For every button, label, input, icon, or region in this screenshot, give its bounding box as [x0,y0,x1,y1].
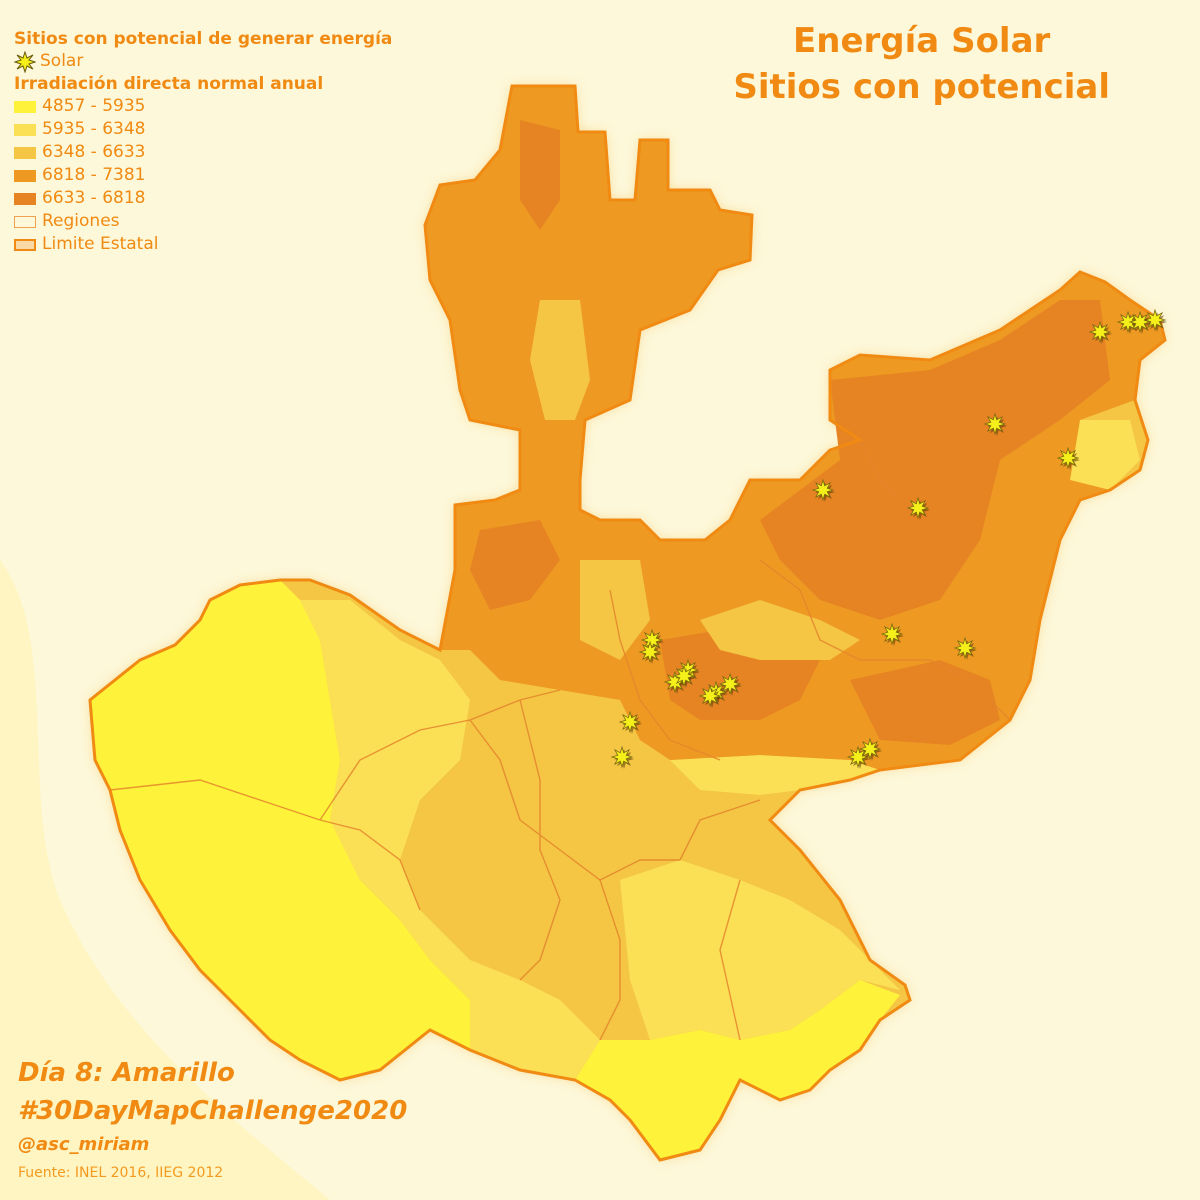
title-line-1: Energía Solar [793,21,1051,61]
zone-class-5-east [760,300,1110,620]
zone-class-3-east [700,600,860,660]
solar-star-icon [14,50,36,73]
solar-site-icon [1056,446,1080,470]
legend: Sitios con potencial de generar energía … [14,28,392,256]
legend-class-1: 4857 - 5935 [14,95,392,118]
legend-sites-heading: Sitios con potencial de generar energía [14,29,393,49]
legend-class-label: 6633 - 6818 [42,188,146,208]
region-border-8 [759,559,1011,721]
legend-class-label: 4857 - 5935 [42,96,146,116]
legend-class-swatch [14,123,36,136]
solar-site-icon [811,478,835,502]
zone-class-3-north [530,300,590,420]
solar-site-icon [672,664,696,688]
legend-class-label: 5935 - 6348 [42,119,146,139]
solar-site-icon [698,684,722,708]
legend-class-label: 6348 - 6633 [42,142,146,162]
legend-class-swatch [14,192,36,205]
legend-classes: 4857 - 5935 5935 - 6348 6348 - 6633 6818 - … [14,95,392,210]
zone-class-1-west [90,580,470,1080]
footer: Día 8: Amarillo #30DayMapChallenge2020 @… [18,1054,407,1186]
irradiance-zones [90,86,1165,1160]
region-border-9 [519,699,561,981]
zone-class-2-west [300,600,600,1080]
footer-hashtag: #30DayMapChallenge2020 [18,1096,408,1126]
region-border-5 [679,799,761,861]
zone-class-5-north-west [470,520,560,610]
title-line-2: Sitios con potencial [733,67,1110,107]
zone-class-2-east [1070,420,1140,490]
zone-class-5-north [520,120,560,230]
regions-swatch [14,215,36,228]
legend-regions-label: Regiones [42,211,120,231]
solar-site-icon [846,745,870,769]
legend-class-swatch [14,100,36,113]
solar-site-icon [880,622,904,646]
coastal-area [0,0,330,1200]
zone-class-1-south [575,980,900,1160]
solar-site-icon [610,745,634,769]
footer-user: @asc_miriam [18,1134,150,1155]
footer-source: Fuente: INEL 2016, IIEG 2012 [18,1165,224,1181]
solar-site-icon [953,636,977,660]
map-title: Energía Solar Sitios con potencial [733,18,1110,110]
solar-site-icon [618,710,642,734]
solar-site-icon [638,640,662,664]
state-boundary-swatch [14,238,36,251]
region-border-6 [719,879,741,1041]
zone-class-2-south [620,860,900,1040]
zone-class-3-center [580,560,650,660]
legend-item-solar: Solar [14,50,392,73]
footer-day: Día 8: Amarillo [18,1058,235,1088]
solar-site-icon [718,672,742,696]
solar-site-icon [1116,310,1140,334]
region-border-10 [859,439,901,501]
solar-site-icon [1088,320,1112,344]
region-border-3 [469,719,680,881]
legend-item-state: Limite Estatal [14,233,392,256]
legend-class-3: 6348 - 6633 [14,141,392,164]
legend-item-regions: Regiones [14,210,392,233]
legend-irradiation-heading: Irradiación directa normal anual [14,74,324,94]
zone-class-5-south-east [850,660,1000,745]
solar-site-icon [983,412,1007,436]
legend-class-2: 5935 - 6348 [14,118,392,141]
legend-class-label: 6818 - 7381 [42,165,146,185]
legend-class-4: 6818 - 7381 [14,164,392,187]
region-border-2 [319,689,561,821]
state-boundary [88,84,1167,1162]
legend-class-5: 6633 - 6818 [14,187,392,210]
region-border-7 [609,589,721,761]
solar-sites [610,308,1167,769]
solar-site-icon [906,496,930,520]
legend-class-swatch [14,146,36,159]
solar-site-icon [1128,310,1152,334]
region-border-4 [599,879,621,1041]
legend-state-label: Limite Estatal [42,234,159,254]
legend-class-swatch [14,169,36,182]
solar-site-icon [1143,308,1167,332]
solar-site-icon [858,737,882,761]
legend-solar-label: Solar [40,51,84,71]
region-boundaries [109,439,1011,1041]
zone-class-2-lake [670,755,880,795]
